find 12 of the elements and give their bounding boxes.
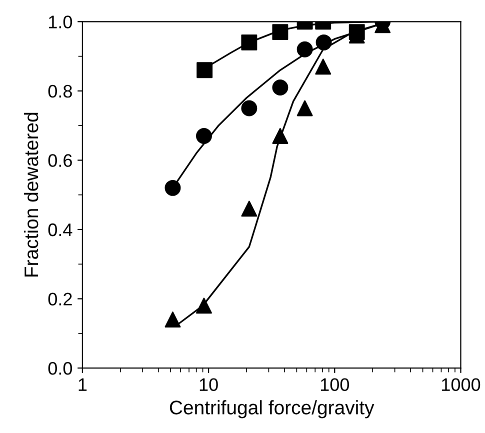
y-tick-label: 0.2	[48, 292, 72, 306]
x-tick-label: 1	[78, 378, 87, 391]
y-tick-label: 0.8	[48, 84, 72, 98]
y-axis-title: Fraction dewatered	[24, 112, 38, 276]
x-tick-label: 100	[320, 378, 350, 392]
y-tick-label: 0.0	[48, 362, 72, 375]
y-tick-label: 0.4	[48, 223, 72, 236]
x-tick-label: 10	[200, 378, 218, 392]
x-tick-label: 1000	[442, 378, 480, 392]
y-tick-label: 1.0	[49, 16, 72, 28]
y-tick-label: 0.6	[48, 154, 72, 167]
x-axis-title: Centrifugal force/gravity	[170, 400, 374, 418]
